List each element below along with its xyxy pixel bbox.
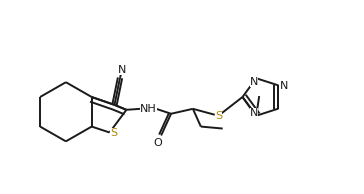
Text: NH: NH (140, 104, 157, 114)
Text: N: N (250, 108, 258, 118)
Text: N: N (280, 81, 289, 91)
Text: N: N (118, 65, 126, 75)
Text: S: S (215, 111, 222, 121)
Text: O: O (154, 138, 163, 148)
Text: S: S (110, 128, 117, 139)
Text: N: N (250, 77, 258, 87)
